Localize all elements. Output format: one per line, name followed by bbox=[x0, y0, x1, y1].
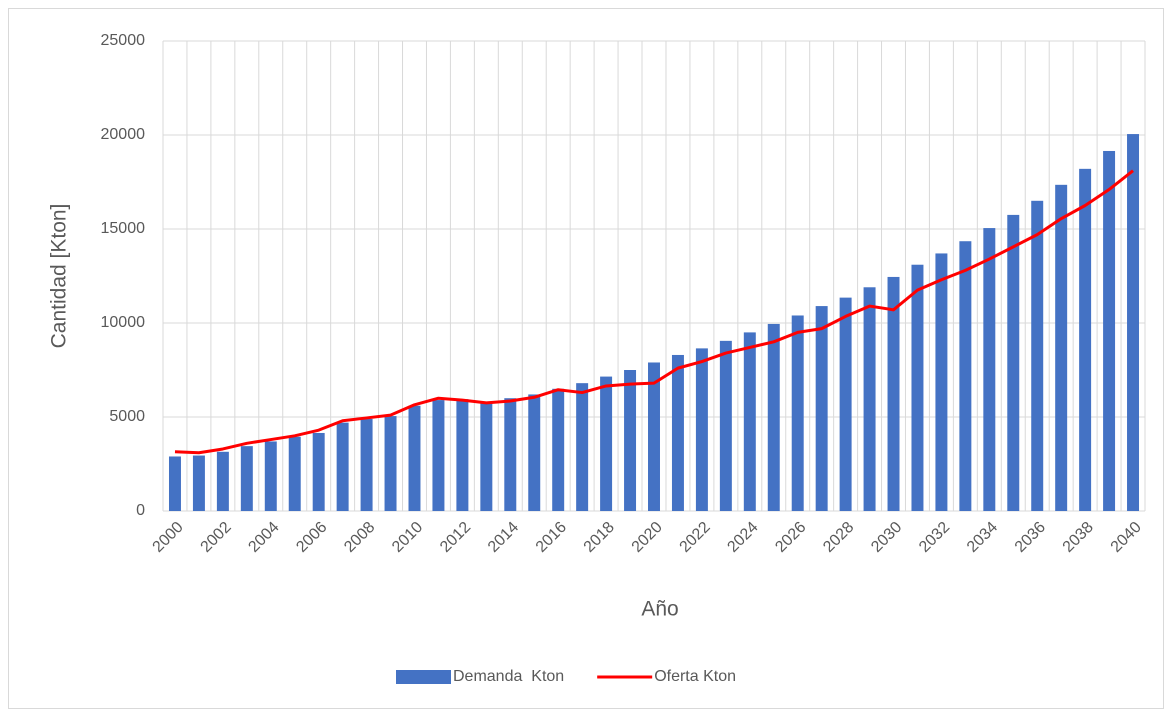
bar bbox=[983, 228, 996, 511]
bar bbox=[911, 264, 924, 511]
bar bbox=[648, 362, 660, 511]
bar bbox=[695, 348, 708, 511]
bar bbox=[360, 418, 373, 511]
bar bbox=[168, 456, 181, 511]
legend-swatch bbox=[396, 670, 451, 684]
bar bbox=[791, 315, 804, 511]
bar bbox=[192, 455, 205, 511]
bar bbox=[743, 332, 756, 511]
bar bbox=[552, 388, 565, 511]
bar bbox=[935, 253, 948, 511]
y-tick-label: 0 bbox=[136, 502, 145, 519]
bar bbox=[887, 276, 900, 511]
y-tick-label: 15000 bbox=[101, 220, 146, 237]
bar bbox=[216, 451, 229, 511]
bar bbox=[671, 354, 684, 511]
bar bbox=[336, 422, 349, 511]
bar bbox=[456, 399, 469, 511]
bar bbox=[480, 401, 493, 511]
bar bbox=[264, 441, 277, 511]
bar bbox=[863, 287, 876, 511]
bar bbox=[959, 241, 972, 511]
y-axis-title: Cantidad [Kton] bbox=[48, 204, 71, 349]
bar bbox=[576, 383, 589, 511]
bar bbox=[432, 400, 445, 511]
bar bbox=[288, 436, 301, 511]
bar bbox=[767, 323, 780, 511]
bar bbox=[312, 432, 325, 511]
bar bbox=[408, 405, 421, 511]
legend-label: Demanda Kton bbox=[453, 668, 564, 685]
bar bbox=[1007, 214, 1020, 511]
bar bbox=[1031, 200, 1044, 512]
bar bbox=[1103, 150, 1116, 512]
bar bbox=[1127, 134, 1140, 511]
bar bbox=[384, 416, 397, 511]
bar bbox=[600, 376, 613, 511]
bar bbox=[1079, 168, 1092, 511]
x-axis-title: Año bbox=[641, 598, 678, 621]
legend-label: Oferta Kton bbox=[654, 668, 736, 685]
line bbox=[174, 169, 1134, 455]
bar bbox=[815, 306, 828, 511]
y-tick-label: 5000 bbox=[109, 408, 145, 425]
bar bbox=[240, 446, 253, 511]
y-tick-label: 20000 bbox=[101, 126, 146, 143]
bar bbox=[504, 398, 517, 511]
bar bbox=[624, 370, 637, 511]
y-tick-label: 25000 bbox=[101, 32, 146, 49]
bar bbox=[839, 297, 852, 511]
bar bbox=[528, 394, 541, 511]
bar bbox=[719, 340, 732, 511]
bar bbox=[1055, 184, 1068, 511]
y-tick-label: 10000 bbox=[101, 314, 146, 331]
